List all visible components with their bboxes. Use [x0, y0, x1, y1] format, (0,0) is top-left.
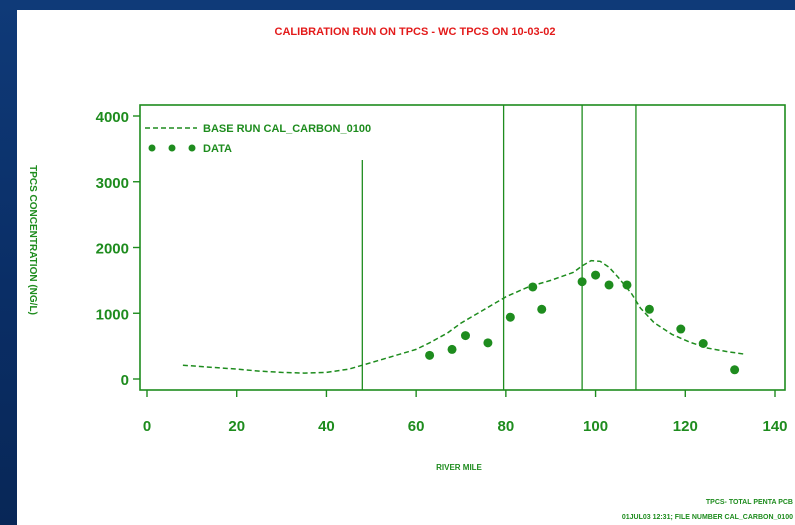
- data-point-9: [604, 280, 614, 290]
- legend-marker-1: [148, 144, 156, 152]
- legend: BASE RUN CAL_CARBON_0100 DATA: [145, 123, 371, 155]
- data-point-10: [622, 280, 632, 290]
- x-tick-label-80: 80: [498, 418, 515, 435]
- data-point-2: [460, 331, 470, 341]
- data-point-3: [483, 338, 493, 348]
- data-point-13: [698, 338, 708, 348]
- x-tick-label-140: 140: [762, 418, 787, 435]
- data-point-7: [577, 277, 587, 287]
- legend-label-base-run: BASE RUN CAL_CARBON_0100: [203, 123, 371, 135]
- x-tick-label-20: 20: [228, 418, 245, 435]
- series-base-run: [182, 259, 744, 374]
- vertical-reference-lines: [361, 105, 637, 390]
- footer-line-2: 01JUL03 12:31; FILE NUMBER CAL_CARBON_01…: [622, 514, 793, 521]
- data-point-4: [505, 312, 515, 322]
- y-tick-label-1000: 1000: [96, 306, 129, 323]
- plot-area-border: [139, 104, 786, 391]
- x-axis-label: RIVER MILE: [436, 463, 482, 472]
- y-axis-label: TPCS CONCENTRATION (NG/L): [27, 165, 38, 315]
- data-point-1: [447, 344, 457, 354]
- data-point-0: [425, 350, 435, 360]
- footer-line-1: TPCS- TOTAL PENTA PCB: [706, 499, 793, 506]
- legend-marker-2: [168, 144, 176, 152]
- y-tick-label-2000: 2000: [96, 241, 129, 258]
- x-tick-label-40: 40: [318, 418, 335, 435]
- chart-frame: CALIBRATION RUN ON TPCS - WC TPCS ON 10-…: [17, 10, 795, 525]
- data-point-8: [591, 270, 601, 280]
- y-axis: 0 1000 2000 3000 4000: [96, 109, 140, 389]
- legend-marker-3: [188, 144, 196, 152]
- x-tick-label-60: 60: [408, 418, 425, 435]
- data-point-12: [676, 324, 686, 334]
- x-tick-label-100: 100: [583, 418, 608, 435]
- y-tick-label-3000: 3000: [96, 175, 129, 192]
- y-tick-label-4000: 4000: [96, 109, 129, 126]
- data-point-6: [537, 304, 547, 314]
- x-axis: 0 20 40 60 80 100 120 140: [143, 390, 788, 435]
- data-point-11: [644, 304, 654, 314]
- data-point-14: [730, 365, 740, 375]
- series-line-base-run: [182, 259, 744, 374]
- x-tick-label-120: 120: [673, 418, 698, 435]
- y-tick-label-0: 0: [121, 372, 129, 389]
- data-point-5: [528, 282, 538, 292]
- x-tick-label-0: 0: [143, 418, 151, 435]
- chart: CALIBRATION RUN ON TPCS - WC TPCS ON 10-…: [27, 26, 793, 521]
- series-data: [425, 270, 740, 375]
- chart-title: CALIBRATION RUN ON TPCS - WC TPCS ON 10-…: [275, 26, 556, 38]
- legend-label-data: DATA: [203, 143, 232, 155]
